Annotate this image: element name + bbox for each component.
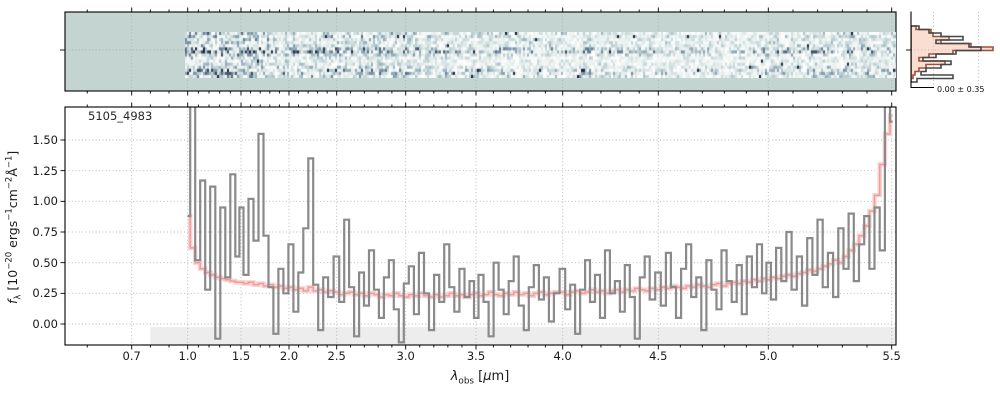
spectrum-2d-noise bbox=[185, 32, 896, 78]
flux-curve bbox=[187, 107, 893, 344]
y-axis-label: fλ [10−20 ergs−1cm−2Å−1] bbox=[4, 150, 24, 304]
hist-pixel-series bbox=[911, 25, 982, 83]
y-tick-label: 0.75 bbox=[32, 224, 58, 239]
x-tick-label: 2.5 bbox=[327, 349, 346, 363]
hist-stats-label: 0.00 ± 0.35 bbox=[937, 85, 985, 94]
y-tick-label: 1.50 bbox=[32, 132, 58, 147]
hist-panel-data bbox=[911, 25, 994, 83]
y-tick-label: 0.00 bbox=[32, 317, 58, 331]
y-tick-label: 1.00 bbox=[32, 194, 58, 209]
x-tick-label: 3.5 bbox=[466, 349, 486, 363]
main-panel-data bbox=[187, 107, 893, 344]
y-tick-label: 0.25 bbox=[32, 286, 58, 301]
x-tick-label: 5.0 bbox=[759, 349, 778, 363]
x-axis-label: λobs [μm] bbox=[450, 369, 510, 387]
y-tick-label: 0.50 bbox=[32, 255, 58, 270]
x-tick-label: 5.5 bbox=[882, 349, 901, 363]
axes-spines bbox=[64, 11, 934, 346]
error-curve bbox=[187, 114, 893, 298]
target-id-label: 5105_4983 bbox=[88, 109, 153, 123]
x-tick-label: 0.7 bbox=[122, 349, 141, 363]
x-tick-label: 3.0 bbox=[396, 349, 415, 363]
y-tick-label: 1.25 bbox=[32, 163, 58, 178]
x-tick-label: 1.0 bbox=[178, 349, 197, 363]
x-tick-label: 2.0 bbox=[279, 349, 299, 363]
x-tick-label: 4.5 bbox=[649, 349, 668, 363]
x-tick-label: 1.5 bbox=[231, 349, 251, 363]
axes-ticks bbox=[60, 7, 911, 350]
x-tick-label: 4.0 bbox=[553, 349, 572, 363]
